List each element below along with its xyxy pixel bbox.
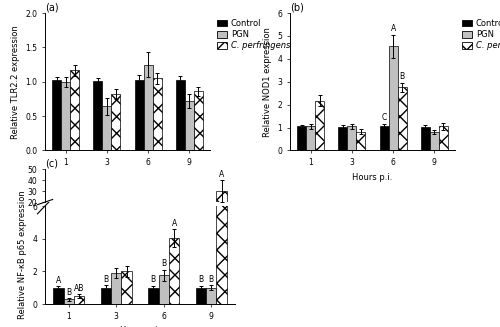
- Text: (b): (b): [290, 2, 304, 12]
- Text: B: B: [103, 275, 108, 284]
- Bar: [348, 126, 356, 150]
- Text: AB: AB: [74, 284, 85, 293]
- Bar: [148, 223, 158, 224]
- Bar: [315, 100, 324, 150]
- Bar: [185, 101, 194, 150]
- Bar: [134, 80, 143, 150]
- Bar: [169, 219, 179, 224]
- Text: C: C: [382, 113, 386, 122]
- Bar: [206, 223, 216, 224]
- Bar: [306, 126, 315, 150]
- Text: B: B: [400, 72, 405, 81]
- Bar: [158, 275, 169, 304]
- Bar: [102, 107, 112, 150]
- Y-axis label: Relative NF-κB p65 expression: Relative NF-κB p65 expression: [18, 191, 27, 319]
- Legend: Control, PGN, C. perfringens: Control, PGN, C. perfringens: [216, 17, 292, 52]
- Bar: [148, 288, 158, 304]
- Text: B: B: [150, 275, 156, 284]
- Bar: [144, 64, 152, 150]
- Bar: [70, 70, 79, 150]
- Bar: [112, 94, 120, 150]
- Bar: [216, 191, 227, 224]
- Bar: [122, 271, 132, 304]
- Bar: [421, 127, 430, 150]
- Bar: [94, 81, 102, 150]
- Bar: [176, 80, 185, 150]
- Bar: [194, 91, 203, 150]
- Bar: [439, 126, 448, 150]
- Bar: [111, 222, 122, 224]
- Bar: [53, 223, 64, 224]
- Legend: Control, PGN, C. perfringens: Control, PGN, C. perfringens: [461, 17, 500, 52]
- Text: A: A: [219, 170, 224, 179]
- Text: B: B: [198, 275, 203, 284]
- Bar: [338, 127, 347, 150]
- Text: A: A: [172, 218, 177, 228]
- Bar: [196, 288, 206, 304]
- Y-axis label: Relative NOD1 expression: Relative NOD1 expression: [263, 27, 272, 137]
- Y-axis label: Relative TLR2.2 expression: Relative TLR2.2 expression: [10, 25, 20, 139]
- X-axis label: Hours p.i.: Hours p.i.: [108, 173, 148, 181]
- Bar: [297, 126, 306, 150]
- Bar: [158, 222, 169, 224]
- Bar: [100, 288, 111, 304]
- Bar: [111, 273, 122, 304]
- Bar: [380, 126, 388, 150]
- Text: A: A: [56, 276, 61, 285]
- Bar: [122, 222, 132, 224]
- Bar: [74, 223, 85, 224]
- Bar: [356, 132, 366, 150]
- Bar: [74, 296, 85, 304]
- Bar: [196, 223, 206, 224]
- Bar: [216, 0, 227, 304]
- Bar: [64, 299, 74, 304]
- Bar: [388, 46, 398, 150]
- Bar: [206, 288, 216, 304]
- Bar: [100, 223, 111, 224]
- X-axis label: Hours p.i.: Hours p.i.: [352, 173, 393, 181]
- Bar: [169, 238, 179, 304]
- Bar: [398, 87, 406, 150]
- Bar: [430, 132, 439, 150]
- Bar: [152, 78, 162, 150]
- Text: B: B: [208, 275, 214, 284]
- Bar: [52, 80, 61, 150]
- Bar: [61, 82, 70, 150]
- Text: B: B: [161, 259, 166, 268]
- X-axis label: Hours p.i.: Hours p.i.: [120, 326, 160, 327]
- Text: B: B: [66, 287, 71, 297]
- Bar: [53, 288, 64, 304]
- Text: (c): (c): [45, 159, 58, 169]
- Text: (a): (a): [45, 2, 59, 12]
- Text: A: A: [390, 24, 396, 33]
